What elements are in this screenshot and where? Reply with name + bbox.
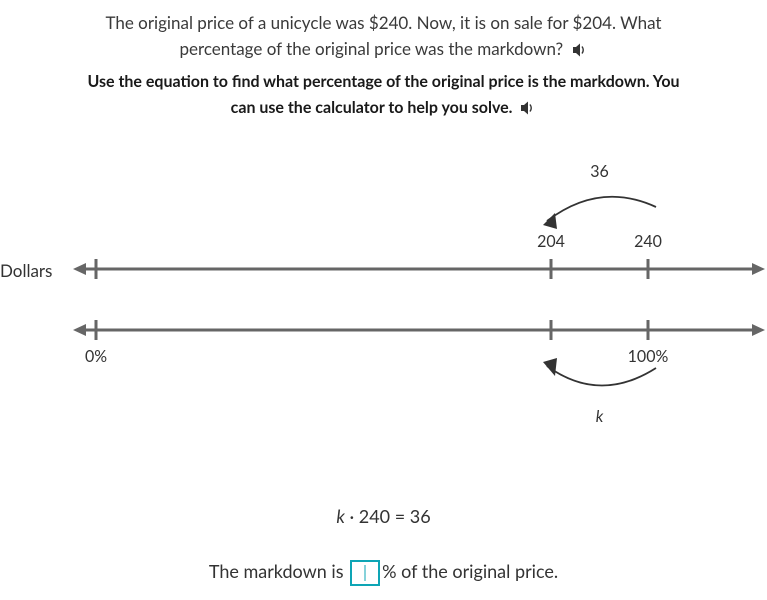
svg-text:240: 240: [634, 232, 662, 251]
answer-sentence: The markdown is % of the original price.: [0, 560, 767, 586]
svg-text:204: 204: [537, 232, 565, 251]
svg-text:36: 36: [590, 162, 609, 181]
equation-lhs-num: 240: [359, 505, 390, 527]
svg-text:k: k: [596, 407, 604, 426]
svg-text:0%: 0%: [85, 347, 107, 366]
speaker-icon[interactable]: [520, 101, 536, 115]
speaker-icon[interactable]: [572, 43, 588, 57]
instruction-text: Use the equation to find what percentage…: [0, 69, 767, 120]
svg-text:100%: 100%: [628, 347, 669, 366]
sentence-before: The markdown is: [209, 560, 348, 582]
question-line2: percentage of the original price was the…: [179, 38, 563, 59]
question-text: The original price of a unicycle was $24…: [0, 10, 767, 61]
number-line-diagram: 204 240 36 0% 100% k: [0, 155, 767, 475]
equation-eq: =: [390, 505, 410, 527]
instruction-line1: Use the equation to find what percentage…: [87, 72, 679, 91]
equation: k · 240 = 36: [0, 505, 767, 527]
answer-input[interactable]: [350, 560, 380, 586]
equation-k: k: [336, 505, 345, 527]
equation-dot: ·: [345, 505, 359, 527]
question-line1: The original price of a unicycle was $24…: [105, 12, 661, 33]
instruction-line2: can use the calculator to help you solve…: [231, 98, 513, 117]
equation-rhs: 36: [410, 505, 431, 527]
sentence-after: % of the original price.: [382, 560, 558, 582]
